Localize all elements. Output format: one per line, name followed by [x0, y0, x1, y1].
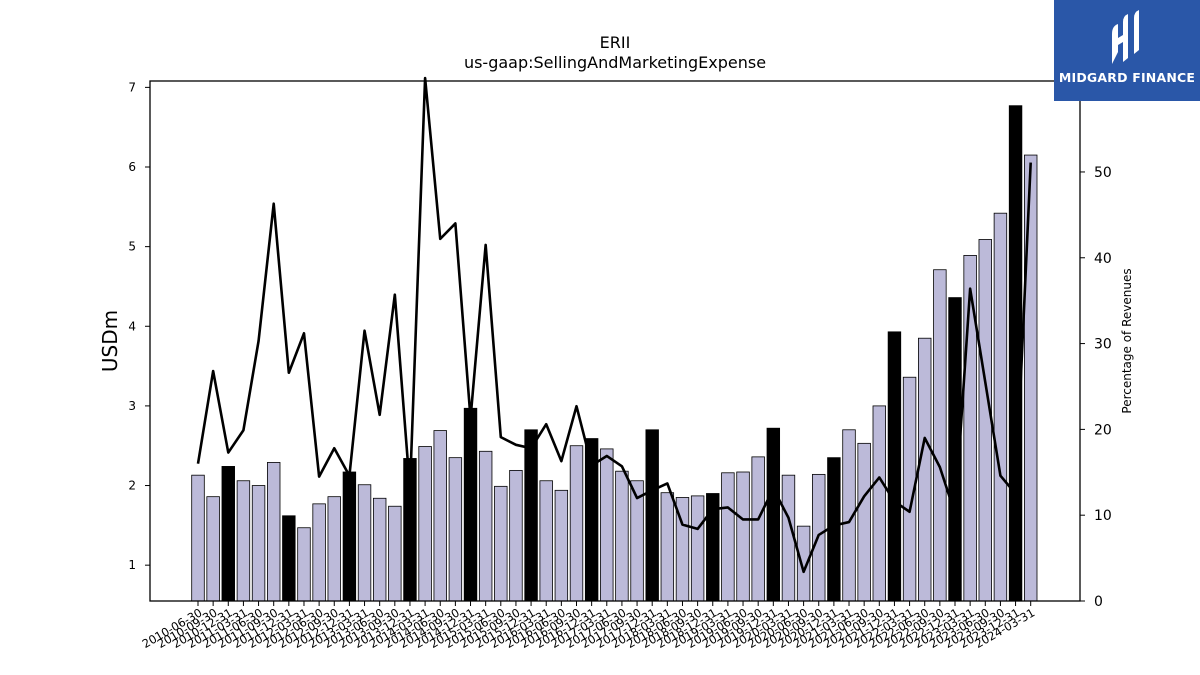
logo-mark-icon [1112, 10, 1139, 64]
y2-tick-label: 50 [1094, 165, 1112, 181]
y-tick-label: 1 [128, 558, 136, 572]
plot-frame [149, 80, 1081, 602]
bar [448, 457, 463, 602]
bar [418, 446, 432, 602]
bar [206, 496, 220, 602]
bar [933, 269, 947, 602]
y-axis-label: USDm [98, 310, 122, 372]
bar [342, 471, 357, 602]
bar [554, 489, 569, 602]
bar [509, 469, 523, 602]
bar [660, 492, 675, 602]
bar [1024, 154, 1038, 602]
y2-tick-label: 10 [1094, 508, 1112, 524]
bar [539, 480, 553, 602]
bar [372, 497, 387, 602]
bar [993, 212, 1008, 602]
bar [191, 474, 205, 602]
bar [645, 429, 659, 602]
bar [918, 337, 932, 602]
bar [766, 427, 781, 602]
y2-tick-label: 40 [1094, 251, 1112, 267]
percentage-line [196, 76, 1032, 574]
bar [524, 429, 538, 602]
bar [251, 485, 266, 602]
bar [857, 442, 871, 602]
y2-axis: 0 10 20 30 40 50 [1080, 165, 1112, 610]
y-tick-label: 6 [128, 160, 136, 174]
bar [357, 484, 372, 602]
bar [615, 470, 629, 602]
y2-axis-label: Percentage of Revenues [1120, 268, 1134, 413]
y-axis: 1 2 3 4 5 6 7 [128, 80, 150, 572]
bar [282, 515, 296, 602]
bar [327, 496, 341, 602]
chart-title: ERII [600, 33, 631, 52]
bar [388, 505, 402, 602]
bar [887, 331, 902, 602]
y2-tick-label: 20 [1094, 422, 1112, 438]
bar [297, 527, 311, 602]
bar [736, 471, 750, 602]
y-tick-label: 5 [128, 240, 136, 254]
bar [236, 480, 251, 602]
bar [721, 472, 735, 602]
bar [1008, 105, 1023, 602]
bar [494, 485, 508, 602]
y-tick-label: 2 [128, 479, 136, 493]
chart-subtitle: us-gaap:SellingAndMarketingExpense [464, 53, 766, 72]
y-tick-label: 7 [128, 80, 136, 94]
bar [478, 450, 493, 602]
bars-group [191, 105, 1038, 602]
bar [978, 239, 992, 602]
bar [569, 445, 584, 602]
bar [872, 405, 887, 602]
bar [600, 448, 614, 602]
bar [312, 503, 326, 602]
y2-tick-label: 30 [1094, 337, 1112, 353]
bar [463, 407, 478, 602]
x-axis: 2010-06-302010-09-302010-12-312011-03-31… [140, 601, 1037, 651]
bar [266, 462, 281, 602]
bar [690, 495, 705, 602]
y-tick-label: 4 [128, 319, 136, 333]
brand-name: MIDGARD FINANCE [1058, 70, 1196, 85]
y-tick-label: 3 [128, 399, 136, 413]
bar [433, 430, 447, 602]
brand-logo: MIDGARD FINANCE [1054, 0, 1200, 101]
bar [221, 466, 235, 602]
bar [751, 456, 765, 602]
y2-tick-label: 0 [1094, 594, 1103, 610]
